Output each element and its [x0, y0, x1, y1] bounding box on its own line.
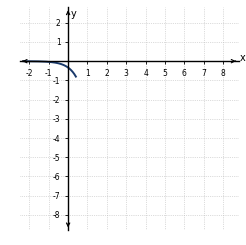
- Text: x: x: [240, 53, 245, 63]
- Text: y: y: [71, 9, 77, 19]
